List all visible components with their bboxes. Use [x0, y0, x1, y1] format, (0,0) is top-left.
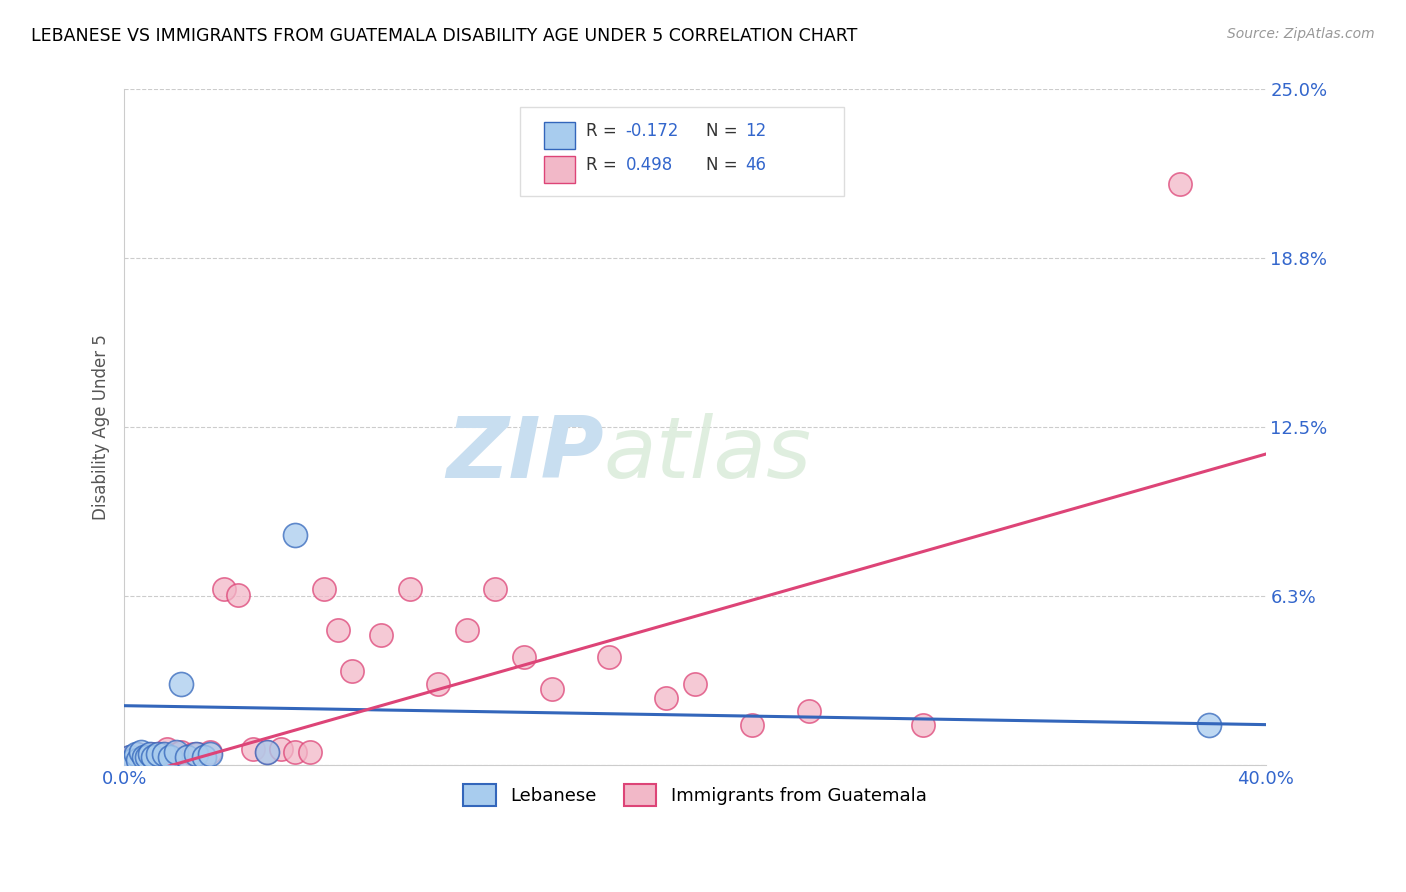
Point [683, 677, 706, 691]
Point [427, 677, 450, 691]
Point [1198, 717, 1220, 731]
Point [145, 747, 167, 762]
Point [198, 745, 221, 759]
Point [284, 528, 307, 542]
Point [298, 745, 321, 759]
Point [153, 747, 176, 762]
Point [512, 650, 534, 665]
Point [121, 753, 143, 767]
Point [342, 664, 364, 678]
Point [193, 750, 215, 764]
Point [121, 750, 143, 764]
Point [139, 747, 162, 762]
Point [127, 753, 149, 767]
Legend: Lebanese, Immigrants from Guatemala: Lebanese, Immigrants from Guatemala [456, 777, 934, 814]
Point [912, 717, 935, 731]
Point [1168, 177, 1191, 191]
Point [193, 750, 215, 764]
Point [156, 742, 179, 756]
Point [181, 747, 204, 762]
Point [284, 745, 307, 759]
Point [162, 750, 184, 764]
Text: LEBANESE VS IMMIGRANTS FROM GUATEMALA DISABILITY AGE UNDER 5 CORRELATION CHART: LEBANESE VS IMMIGRANTS FROM GUATEMALA DI… [31, 27, 858, 45]
Text: ZIP: ZIP [446, 413, 603, 496]
Text: N =: N = [706, 122, 742, 140]
Point [398, 582, 420, 597]
Text: 12: 12 [745, 122, 766, 140]
Point [228, 588, 250, 602]
Point [136, 750, 159, 764]
Y-axis label: Disability Age Under 5: Disability Age Under 5 [93, 334, 110, 520]
Point [150, 750, 173, 764]
Point [134, 750, 156, 764]
Text: atlas: atlas [603, 413, 811, 496]
Point [176, 750, 198, 764]
Point [187, 747, 209, 762]
Point [131, 750, 153, 764]
Point [136, 750, 159, 764]
Point [118, 750, 141, 764]
Point [142, 750, 165, 764]
Point [256, 745, 278, 759]
Point [127, 747, 149, 762]
Point [153, 747, 176, 762]
Point [242, 742, 264, 756]
Text: R =: R = [586, 122, 623, 140]
Point [797, 704, 820, 718]
Point [170, 745, 193, 759]
Point [370, 628, 392, 642]
Point [148, 747, 170, 762]
Point [184, 747, 207, 762]
Text: 0.498: 0.498 [626, 156, 673, 174]
Point [212, 582, 235, 597]
Point [541, 682, 564, 697]
Point [328, 623, 350, 637]
Point [134, 750, 156, 764]
Point [456, 623, 478, 637]
Text: 46: 46 [745, 156, 766, 174]
Point [198, 747, 221, 762]
Point [598, 650, 620, 665]
Point [176, 750, 198, 764]
Point [165, 747, 187, 762]
Point [312, 582, 335, 597]
Point [159, 750, 181, 764]
Point [741, 717, 763, 731]
Point [124, 747, 146, 762]
Point [170, 677, 193, 691]
Point [159, 750, 181, 764]
Text: N =: N = [706, 156, 742, 174]
Point [142, 750, 165, 764]
Point [655, 690, 678, 705]
Point [165, 745, 187, 759]
Point [148, 750, 170, 764]
Point [118, 750, 141, 764]
Point [256, 745, 278, 759]
Text: Source: ZipAtlas.com: Source: ZipAtlas.com [1227, 27, 1375, 41]
Point [131, 745, 153, 759]
Point [270, 742, 292, 756]
Point [139, 747, 162, 762]
Text: R =: R = [586, 156, 623, 174]
Text: -0.172: -0.172 [626, 122, 679, 140]
Point [484, 582, 506, 597]
